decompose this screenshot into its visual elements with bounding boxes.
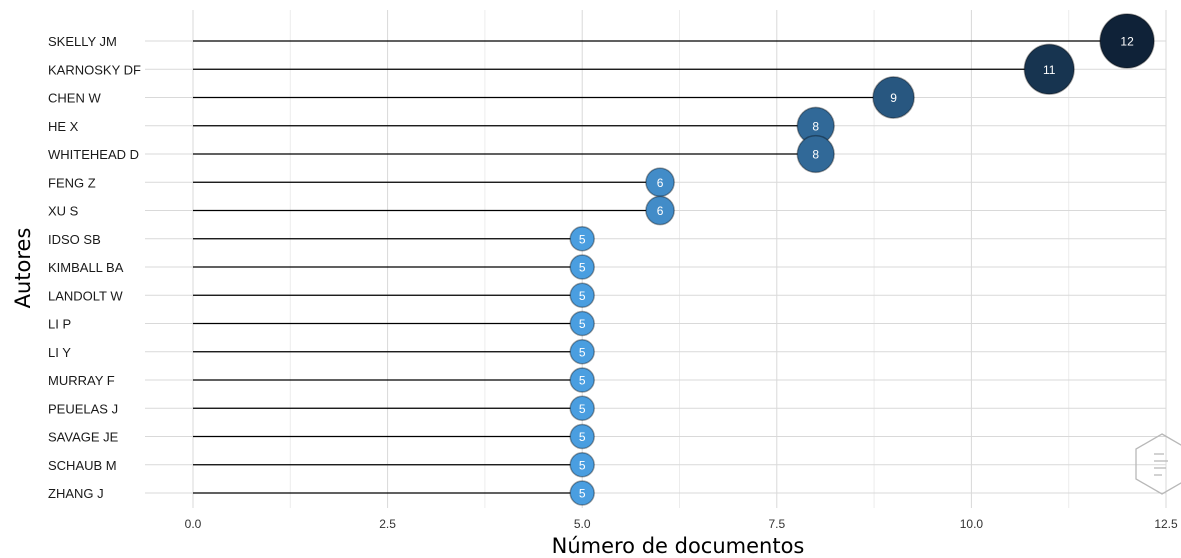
data-point (569, 310, 595, 337)
data-label: 5 (579, 430, 586, 444)
data-point (569, 367, 595, 393)
y-tick-labels: SKELLY JM KARNOSKY DF CHEN W HE X WHITEHEAD … (48, 34, 141, 501)
x-tick-labels: 0.0 2.5 5.0 7.5 10.0 12.5 (185, 517, 1178, 531)
data-point (569, 254, 595, 280)
data-point (569, 226, 595, 252)
y-tick-label: KARNOSKY DF (48, 62, 141, 77)
watermark-logo-icon (1135, 433, 1181, 495)
y-tick-label: PEUELAS J (48, 401, 118, 416)
data-label: 5 (579, 317, 586, 331)
data-label: 6 (657, 176, 664, 190)
x-tick-label: 5.0 (574, 517, 591, 531)
data-label: 5 (579, 232, 586, 246)
y-tick-label: IDSO SB (48, 232, 101, 247)
data-point (569, 480, 595, 506)
y-tick-label: SCHAUB M (48, 458, 117, 473)
data-label: 6 (657, 204, 664, 218)
data-label: 5 (579, 345, 586, 359)
x-tick-label: 10.0 (960, 517, 984, 531)
data-label: 9 (890, 91, 897, 105)
y-tick-label: XU S (48, 204, 79, 219)
y-tick-label: SAVAGE JE (48, 430, 119, 445)
data-label: 5 (579, 458, 586, 472)
y-tick-label: WHITEHEAD D (48, 147, 139, 162)
y-tick-label: LI P (48, 317, 71, 332)
data-label: 11 (1043, 63, 1056, 77)
y-tick-label: LANDOLT W (48, 288, 123, 303)
data-label: 8 (812, 119, 819, 133)
y-tick-label: KIMBALL BA (48, 260, 124, 275)
y-tick-label: ZHANG J (48, 486, 104, 501)
data-label: 5 (579, 261, 586, 275)
x-axis-title: Número de documentos (552, 534, 805, 558)
y-tick-label: FENG Z (48, 175, 96, 190)
y-axis-title: Autores (11, 228, 35, 309)
data-point (872, 76, 915, 119)
y-tick-label: SKELLY JM (48, 34, 117, 49)
data-point (1023, 43, 1075, 95)
x-tick-label: 0.0 (185, 517, 202, 531)
data-label: 5 (579, 487, 586, 501)
data-label: 5 (579, 402, 586, 416)
stems (193, 40, 1128, 494)
x-tick-label: 12.5 (1154, 517, 1178, 531)
data-label: 5 (579, 289, 586, 303)
grid (145, 10, 1167, 508)
x-tick-label: 2.5 (379, 517, 396, 531)
data-point (569, 423, 595, 450)
data-point (569, 395, 595, 421)
data-label: 5 (579, 374, 586, 388)
data-point (1099, 13, 1155, 69)
data-point (569, 339, 595, 365)
data-point (645, 195, 675, 226)
y-tick-label: CHEN W (48, 91, 101, 106)
y-tick-label: HE X (48, 119, 79, 134)
data-points: 12 11 9 8 8 6 6 5 5 5 5 5 5 5 5 5 5 (569, 13, 1155, 506)
data-point (569, 452, 595, 478)
data-label: 12 (1120, 35, 1134, 49)
data-point (569, 282, 595, 308)
y-tick-label: LI Y (48, 345, 71, 360)
data-point (796, 134, 835, 174)
y-tick-label: MURRAY F (48, 373, 115, 388)
x-tick-label: 7.5 (768, 517, 785, 531)
data-label: 8 (812, 148, 819, 162)
